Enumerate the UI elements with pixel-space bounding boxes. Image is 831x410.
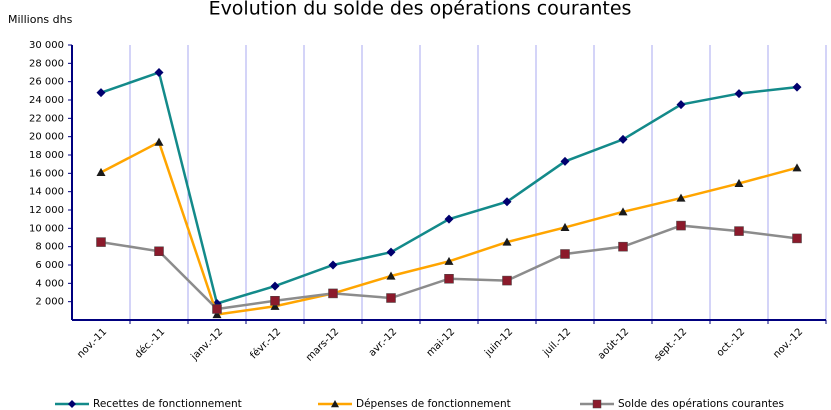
data-point	[328, 288, 338, 299]
data-point	[676, 100, 686, 110]
legend-label: Dépenses de fonctionnement	[356, 398, 511, 410]
data-point	[734, 226, 744, 236]
y-tick-label: 22 000	[29, 113, 64, 124]
series-line	[100, 224, 798, 311]
data-point	[618, 134, 628, 144]
x-tick-label: mars-12	[304, 326, 341, 363]
x-tick-label: sept.-12	[652, 326, 689, 363]
legend-marker	[592, 399, 602, 409]
y-tick-label: 16 000	[29, 168, 64, 179]
y-tick-label: 28 000	[29, 58, 64, 69]
data-point	[212, 310, 222, 319]
x-tick-label: juin-12	[482, 326, 515, 359]
data-point	[386, 247, 396, 257]
legend-marker	[331, 400, 339, 408]
data-point	[154, 68, 164, 77]
data-point	[444, 256, 454, 265]
data-point	[560, 222, 570, 232]
x-tick-label: mai-12	[425, 326, 458, 359]
data-point	[676, 193, 686, 202]
x-tick-label: févr.-12	[248, 326, 284, 362]
data-point	[270, 301, 280, 310]
data-point	[502, 197, 512, 207]
chart-title: Evolution du solde des opérations couran…	[209, 0, 632, 20]
series-line	[100, 70, 798, 306]
data-point	[560, 156, 570, 166]
x-tick-label: déc.-11	[132, 326, 167, 361]
y-tick-label: 24 000	[29, 95, 64, 106]
x-tick-label: nov.-12	[771, 326, 805, 360]
data-point	[792, 82, 802, 92]
data-point	[734, 89, 744, 99]
x-tick-label: nov.-11	[75, 326, 109, 360]
x-tick-label: juil.-12	[541, 326, 574, 359]
y-tick-label: 2 000	[35, 297, 64, 308]
data-point	[212, 304, 222, 314]
data-point	[792, 233, 802, 244]
data-point	[270, 281, 280, 291]
y-tick-label: 14 000	[29, 187, 64, 198]
x-tick-label: août-12	[595, 326, 631, 362]
y-tick-label: 8 000	[35, 242, 64, 253]
data-point	[154, 246, 164, 256]
legend-marker	[68, 400, 76, 408]
data-point	[444, 214, 454, 224]
y-tick-label: 20 000	[29, 132, 64, 143]
data-point	[560, 249, 570, 259]
data-point	[96, 237, 106, 247]
y-tick-label: 4 000	[35, 278, 64, 289]
legend-label: Solde des opérations courantes	[618, 398, 784, 410]
data-point	[618, 207, 628, 216]
y-tick-label: 6 000	[35, 260, 64, 271]
data-point	[734, 178, 744, 188]
x-tick-label: avr.-12	[367, 326, 399, 358]
y-tick-label: 26 000	[29, 77, 64, 88]
data-point	[676, 220, 686, 231]
data-point	[96, 88, 106, 98]
x-tick-label: oct.-12	[715, 326, 748, 359]
data-point	[328, 260, 338, 270]
data-point	[792, 163, 802, 172]
y-axis-label: Millions dhs	[8, 13, 73, 26]
data-point	[444, 274, 454, 284]
data-point	[386, 293, 396, 303]
data-point	[502, 237, 512, 246]
data-point	[96, 167, 106, 177]
y-tick-label: 30 000	[29, 40, 64, 51]
data-point	[270, 296, 280, 306]
series-line	[100, 140, 798, 316]
data-point	[502, 275, 512, 286]
y-tick-label: 10 000	[29, 223, 64, 234]
data-point	[154, 137, 164, 146]
data-point	[618, 241, 628, 252]
legend-label: Recettes de fonctionnement	[93, 398, 242, 410]
data-point	[386, 271, 396, 280]
y-tick-label: 12 000	[29, 205, 64, 216]
x-tick-label: janv.-12	[189, 326, 226, 363]
y-tick-label: 18 000	[29, 150, 64, 161]
